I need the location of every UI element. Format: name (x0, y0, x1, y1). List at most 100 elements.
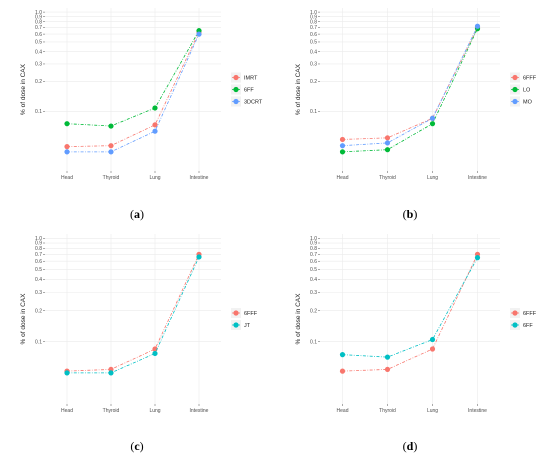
legend: 6FFF JT (231, 308, 258, 330)
x-tick-label: Thyroid (103, 408, 120, 414)
plot-area (320, 234, 500, 404)
y-tick-label: 0.7 (310, 25, 317, 31)
x-tick-label: Lung (149, 175, 160, 181)
legend-marker (233, 98, 239, 105)
panel-label-close: ) (140, 207, 144, 221)
y-tick-label: 0.7 (35, 252, 42, 258)
y-axis-label: % of dose in CAX (20, 293, 27, 345)
y-tick-label: 0.3 (35, 62, 42, 68)
data-point (108, 149, 114, 155)
y-tick-label: 0.1 (35, 339, 42, 345)
series-line (342, 254, 478, 372)
legend-marker (512, 98, 518, 105)
legend-label: IMRT (244, 76, 258, 82)
y-tick-label: 0.1 (310, 109, 317, 115)
series-line (66, 30, 200, 127)
x-tick-label: Intestine (190, 408, 209, 414)
y-tick-label: 1.0 (310, 10, 317, 16)
y-tick-label: 0.2 (35, 308, 42, 314)
y-tick-label: 0.8 (310, 19, 317, 25)
y-tick-label: 0.5 (310, 267, 317, 273)
series-line (66, 254, 200, 372)
x-tick-label: Head (61, 408, 73, 414)
panel-label-open: ( (130, 439, 134, 453)
data-point (152, 122, 158, 128)
y-tick-label: 0.2 (35, 79, 42, 85)
x-tick-label: Head (337, 175, 349, 181)
y-axis-label: % of dose in CAX (20, 63, 27, 115)
legend-label: 3DCRT (244, 100, 263, 106)
panel-label: (a) (130, 207, 144, 221)
legend-label: MO (523, 100, 533, 106)
data-point (429, 115, 436, 121)
data-point (64, 121, 70, 127)
data-point (429, 336, 436, 343)
y-tick-label: 0.3 (310, 62, 317, 68)
data-point (474, 255, 481, 261)
y-tick-label: 0.4 (35, 49, 42, 55)
plot-area (45, 8, 221, 171)
data-point (339, 149, 346, 155)
legend-marker (233, 310, 239, 316)
legend-marker (233, 322, 239, 328)
data-point (339, 368, 346, 374)
panel-label-open: ( (130, 207, 134, 221)
legend: IMRT 6FF 3DCRT (231, 72, 263, 107)
y-tick-label: 0.4 (310, 49, 317, 55)
data-point (108, 143, 114, 149)
data-point (196, 254, 202, 260)
chart-panel: 0.1 0.2 0.3 0.4 0.5 0.60.70.80.91.0 Head Thyroi… (20, 234, 258, 453)
series-line (342, 27, 478, 140)
legend-label: 6FFF (244, 311, 258, 317)
chart-panel: 0.1 0.2 0.3 0.4 0.5 0.60.70.80.91.0 Head Thyroi… (295, 8, 537, 221)
data-point (384, 147, 391, 153)
y-tick-label: 0.7 (35, 25, 42, 31)
panel-label-letter: b (407, 207, 414, 221)
y-tick-label: 0.1 (35, 109, 42, 115)
panel-label: (c) (130, 439, 143, 453)
panel-label-letter: c (134, 439, 140, 453)
legend-marker (233, 74, 239, 81)
y-tick-label: 0.6 (35, 259, 42, 265)
y-tick-label: 0.5 (35, 267, 42, 273)
y-tick-label: 0.2 (310, 308, 317, 314)
y-tick-label: 0.8 (310, 246, 317, 252)
y-tick-label: 0.5 (310, 40, 317, 46)
data-point (339, 143, 346, 149)
legend-marker (233, 86, 239, 93)
x-tick-label: Lung (427, 175, 438, 181)
y-axis-label: % of dose in CAX (295, 293, 302, 345)
data-point (152, 105, 158, 111)
panel-label-close: ) (413, 439, 417, 453)
legend-marker (512, 310, 518, 316)
legend-marker (512, 322, 518, 328)
series-line (342, 28, 478, 153)
data-point (108, 123, 114, 129)
plot-area (45, 234, 221, 404)
legend: 6FFF LO MO (510, 72, 537, 107)
x-tick-label: Intestine (468, 175, 487, 181)
x-tick-label: Intestine (468, 408, 487, 414)
x-tick-label: Thyroid (103, 175, 120, 181)
x-tick-label: Head (61, 175, 73, 181)
data-point (384, 354, 391, 360)
y-tick-label: 0.9 (35, 14, 42, 20)
panel-label-letter: a (134, 207, 140, 221)
legend-label: JT (244, 323, 251, 329)
y-tick-label: 0.4 (35, 277, 42, 283)
panel-label-open: ( (403, 439, 407, 453)
panel-label: (d) (403, 439, 418, 453)
chart-panel: 0.1 0.2 0.3 0.4 0.5 0.60.70.80.91.0 Head Thyroi… (20, 8, 263, 221)
data-point (384, 366, 391, 373)
data-point (429, 346, 436, 352)
x-tick-label: Lung (149, 408, 160, 414)
legend-label: 6FF (523, 323, 533, 329)
legend-marker (512, 86, 518, 93)
y-tick-label: 0.6 (310, 32, 317, 38)
y-axis-label: % of dose in CAX (295, 63, 302, 115)
y-tick-label: 0.8 (35, 246, 42, 252)
series-line (342, 257, 478, 358)
y-tick-label: 1.0 (35, 236, 42, 242)
legend-label: LO (523, 88, 531, 94)
